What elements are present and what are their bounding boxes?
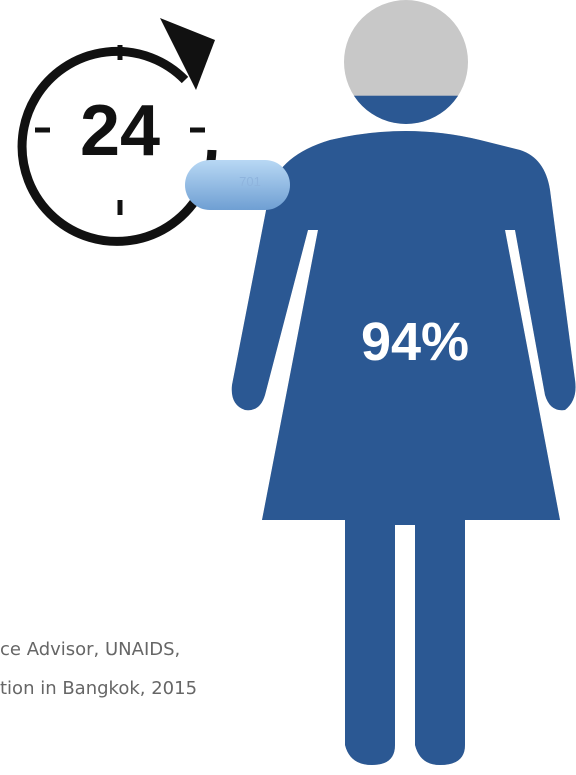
pill-icon: 701: [185, 160, 290, 210]
page: 24 94% 701 ce Advisor, UNAIDS, tion in B…: [0, 0, 576, 775]
clock-icon: 24: [22, 18, 215, 241]
woman-figure: [200, 0, 576, 775]
fill-label: 94%: [361, 312, 469, 372]
clock-label: 24: [80, 91, 160, 171]
pill-label: 701: [239, 174, 261, 189]
source-line: ce Advisor, UNAIDS,: [0, 639, 180, 660]
source-line: tion in Bangkok, 2015: [0, 678, 197, 699]
infographic: 24 94% 701 ce Advisor, UNAIDS, tion in B…: [0, 0, 576, 775]
